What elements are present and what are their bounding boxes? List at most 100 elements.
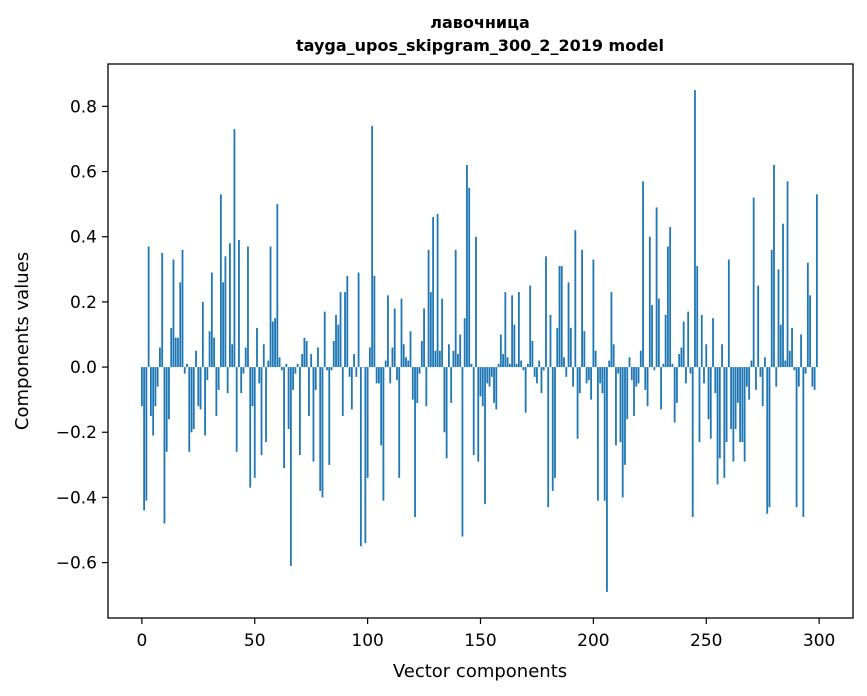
bar-component-290 [795, 367, 798, 508]
bar-component-84 [330, 367, 333, 371]
bar-component-267 [743, 367, 746, 462]
bar-component-138 [452, 350, 455, 368]
bar-component-277 [766, 367, 769, 514]
bar-component-72 [303, 337, 306, 368]
y-tick-label: −0.2 [56, 423, 97, 443]
bar-component-222 [642, 181, 644, 368]
y-axis-ticks: −0.6 −0.4 −0.2 0.0 0.2 0.4 0.6 0.8 [56, 97, 108, 574]
bar-component-134 [443, 367, 446, 433]
bar-component-104 [375, 367, 378, 384]
bar-component-130 [434, 350, 437, 368]
bar-component-163 [508, 363, 511, 368]
bar-component-195 [581, 249, 583, 368]
bar-component-244 [691, 367, 694, 517]
bar-component-105 [378, 367, 380, 384]
bar-component-156 [493, 367, 495, 403]
bar-component-150 [479, 367, 482, 397]
bar-component-14 [172, 259, 175, 368]
bar-component-279 [770, 249, 773, 368]
bar-component-129 [432, 217, 434, 368]
bar-component-85 [332, 341, 335, 368]
bar-component-178 [542, 367, 545, 371]
bar-component-262 [732, 367, 735, 462]
bar-component-205 [603, 367, 606, 501]
bar-component-176 [538, 360, 541, 368]
bar-component-190 [569, 327, 572, 368]
bar-component-172 [529, 285, 532, 368]
bar-component-149 [477, 367, 480, 462]
bar-component-242 [687, 311, 690, 368]
bar-component-223 [644, 367, 647, 390]
bar-component-20 [186, 363, 188, 368]
bar-component-165 [513, 324, 516, 368]
bar-component-231 [662, 363, 665, 368]
bar-component-70 [298, 367, 301, 456]
x-tick-label: 300 [803, 631, 835, 651]
bar-component-79 [319, 367, 322, 491]
bar-component-230 [660, 367, 663, 410]
bar-component-210 [615, 367, 617, 446]
bar-component-119 [409, 331, 412, 368]
bar-component-57 [269, 246, 272, 368]
bar-component-49 [251, 367, 254, 407]
bar-component-55 [265, 367, 267, 443]
bar-component-169 [522, 367, 525, 371]
bar-component-43 [238, 239, 240, 368]
bar-component-112 [393, 308, 396, 368]
bar-component-284 [782, 223, 784, 368]
bar-component-140 [457, 354, 459, 368]
bar-component-11 [165, 367, 168, 452]
bar-component-50 [253, 367, 256, 478]
bar-component-264 [736, 367, 739, 403]
bar-component-108 [384, 360, 387, 368]
bar-component-286 [786, 181, 789, 368]
bar-component-32 [213, 337, 216, 368]
bar-component-188 [565, 367, 568, 377]
bar-component-74 [308, 367, 310, 416]
bar-component-61 [278, 357, 281, 368]
bar-component-295 [806, 262, 809, 368]
bar-component-17 [179, 282, 182, 368]
bar-component-276 [764, 357, 766, 368]
chart-title: лавочница [430, 13, 530, 32]
bar-component-248 [700, 314, 703, 368]
bar-component-75 [310, 354, 313, 368]
y-tick-label: 0.4 [70, 228, 97, 248]
bar-component-22 [190, 367, 193, 433]
bar-component-214 [624, 367, 626, 465]
bar-component-117 [405, 357, 407, 368]
bar-component-106 [380, 367, 383, 446]
bars-group [140, 90, 818, 592]
bar-component-81 [323, 311, 326, 368]
bar-component-26 [199, 367, 202, 410]
bar-component-171 [527, 363, 529, 368]
bar-component-113 [396, 367, 398, 381]
bar-component-269 [748, 367, 751, 400]
bar-component-249 [703, 367, 705, 384]
bar-component-89 [341, 367, 344, 416]
bar-component-225 [648, 236, 651, 368]
bar-component-4 [149, 367, 152, 416]
bar-component-221 [639, 350, 642, 368]
bar-component-88 [339, 292, 342, 368]
bar-component-236 [673, 367, 676, 423]
bar-component-297 [811, 367, 814, 387]
bar-component-281 [775, 367, 778, 387]
bar-component-123 [418, 367, 421, 374]
bar-component-65 [287, 367, 290, 429]
y-tick-label: −0.4 [56, 488, 97, 508]
bar-component-154 [488, 367, 491, 387]
bar-component-238 [678, 354, 681, 368]
bar-component-145 [468, 187, 471, 368]
bar-component-274 [759, 367, 762, 377]
bar-component-52 [258, 367, 261, 384]
bar-component-296 [809, 295, 812, 368]
bar-component-18 [181, 249, 184, 368]
x-tick-label: 250 [690, 631, 722, 651]
bar-component-13 [170, 327, 173, 368]
bar-component-131 [436, 213, 439, 368]
bar-component-218 [633, 367, 635, 416]
bar-component-87 [337, 324, 340, 368]
bar-component-125 [423, 308, 425, 368]
bar-component-103 [373, 275, 376, 368]
